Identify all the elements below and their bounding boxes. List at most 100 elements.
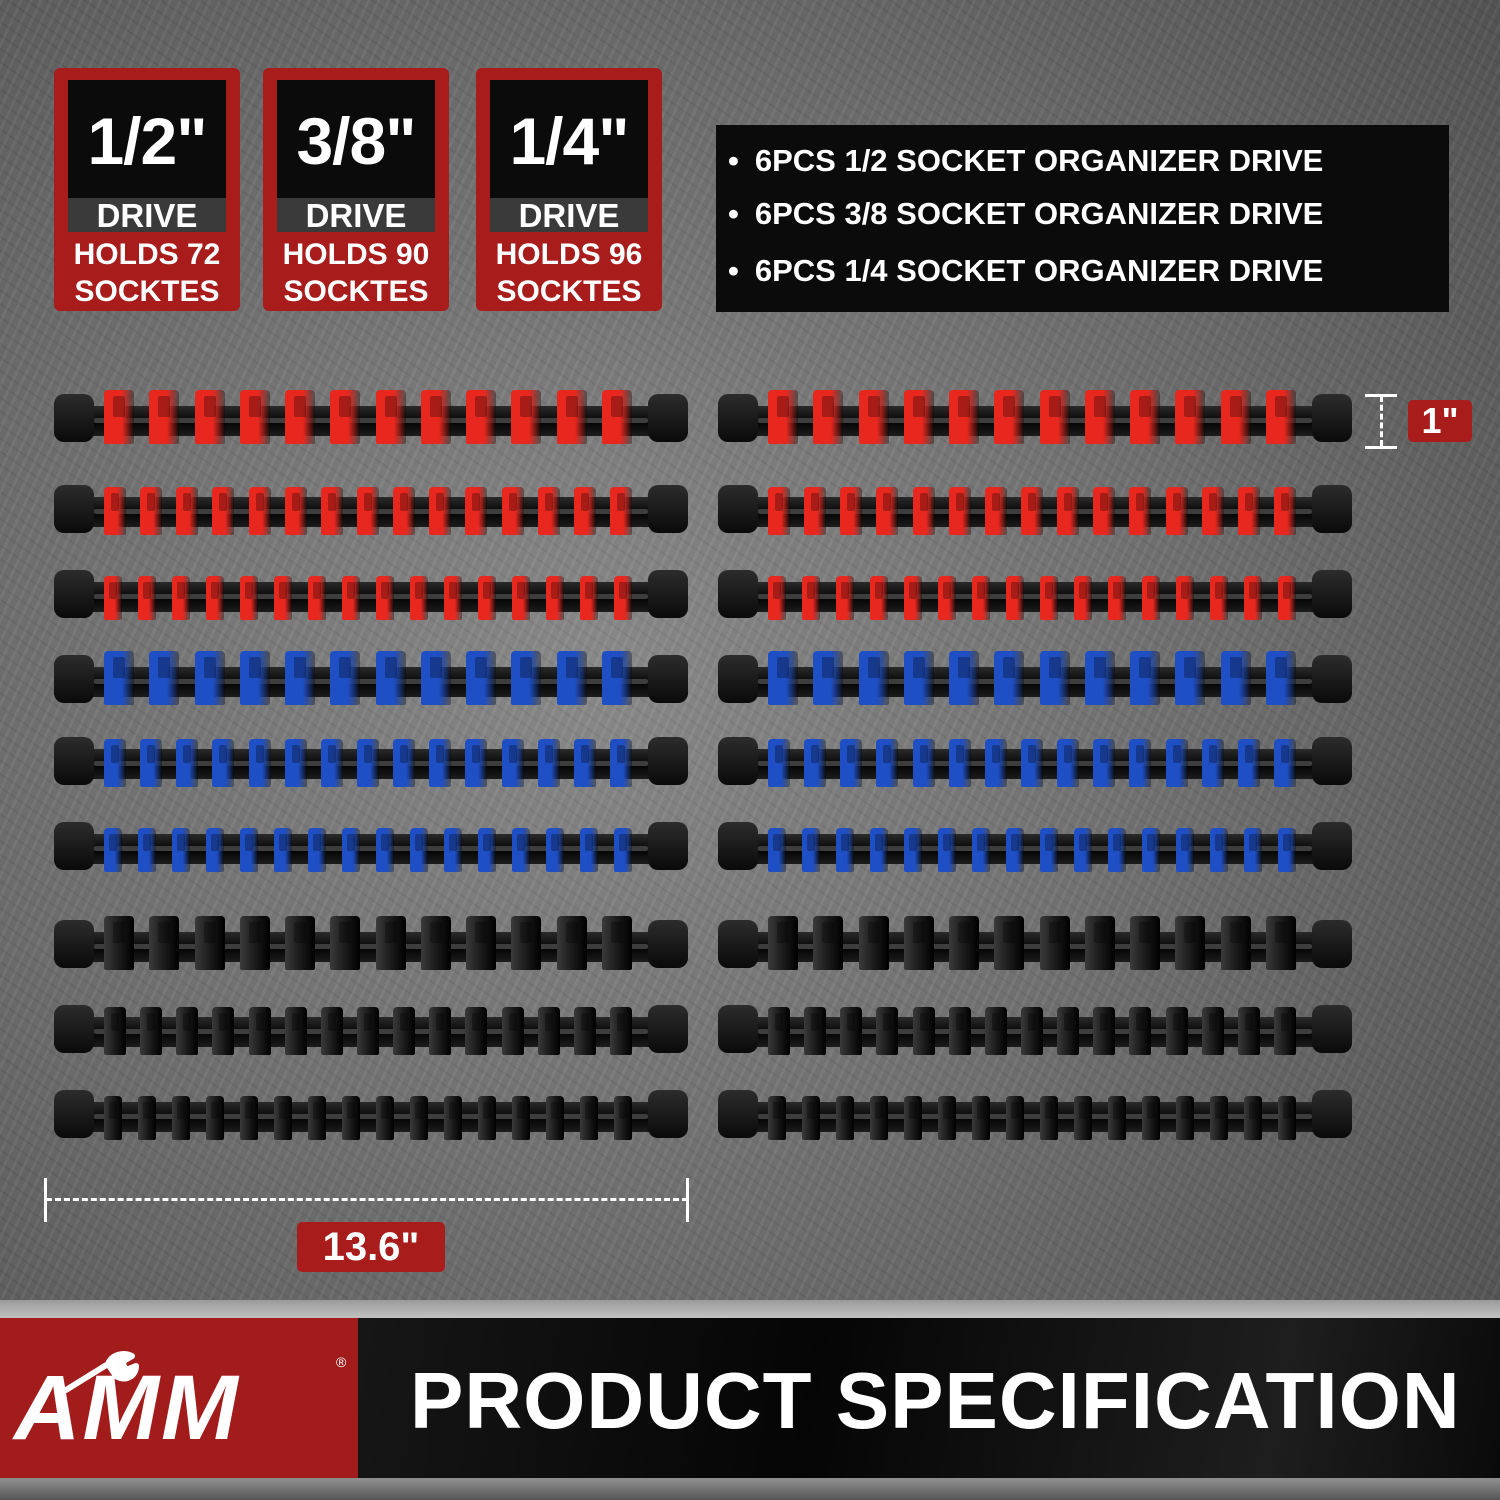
badge-drive-label: DRIVE [68,198,226,234]
badge-drive-label: DRIVE [277,198,435,234]
socket-clips [768,910,1296,970]
socket-clip [949,487,971,535]
socket-clip [904,651,934,705]
socket-clip [904,390,934,444]
socket-clip [172,1096,190,1140]
socket-clip [393,487,415,535]
socket-clip [393,739,415,787]
socket-clip [870,576,888,620]
socket-clip [172,828,190,872]
socket-clip [249,1007,271,1055]
socket-clip [1142,576,1160,620]
socket-clip [1266,390,1296,444]
socket-clips [768,560,1296,620]
socket-rail [718,727,1352,789]
socket-clip [904,828,922,872]
socket-clips [768,1080,1296,1140]
socket-clip [330,916,360,970]
socket-clip [876,739,898,787]
badge-size-box: 1/4" [490,80,648,198]
socket-clip [285,1007,307,1055]
socket-clip [610,739,632,787]
socket-clip [357,487,379,535]
socket-rail [54,475,688,537]
rail-slot [94,594,648,599]
socket-clip [813,390,843,444]
socket-clip [104,651,134,705]
socket-clip [913,487,935,535]
socket-clip [768,487,790,535]
socket-clip [1210,828,1228,872]
rail-end-cap-left [54,737,94,785]
rail-slot [758,679,1312,684]
socket-clip [138,828,156,872]
socket-clip [1093,1007,1115,1055]
rail-end-cap-right [1312,1005,1352,1053]
socket-clip [478,1096,496,1140]
socket-clip [321,487,343,535]
badge-holds-count: HOLDS 90 [282,238,430,271]
badge-holds: HOLDS 90 SOCKTES [263,236,449,310]
socket-clip [342,828,360,872]
socket-clip [285,916,315,970]
socket-clip [1166,739,1188,787]
socket-clip [1221,390,1251,444]
socket-clip [802,828,820,872]
socket-clip [195,916,225,970]
socket-clip [1266,651,1296,705]
socket-clip [1238,739,1260,787]
socket-clip [104,916,134,970]
socket-clip [904,1096,922,1140]
socket-clip [429,739,451,787]
socket-clip [240,390,270,444]
socket-clip [1085,916,1115,970]
socket-clip [104,828,122,872]
socket-clip [994,916,1024,970]
rail-end-cap-right [648,822,688,870]
socket-clip [813,651,843,705]
rail-end-cap-right [648,570,688,618]
rail-end-cap-left [54,394,94,442]
socket-clip [840,487,862,535]
socket-clip [538,487,560,535]
socket-clip [1021,1007,1043,1055]
socket-clip [1040,390,1070,444]
socket-clip [342,1096,360,1140]
socket-clips [768,384,1296,444]
rail-slot [94,1114,648,1119]
socket-clip [421,651,451,705]
socket-clips [104,645,632,705]
socket-clip [610,487,632,535]
socket-clip [859,916,889,970]
socket-clip [249,739,271,787]
socket-clip [949,739,971,787]
socket-clip [104,1007,126,1055]
socket-clip [1244,1096,1262,1140]
socket-clip [985,487,1007,535]
socket-clip [465,739,487,787]
socket-clip [538,739,560,787]
socket-clip [614,576,632,620]
socket-clip [376,576,394,620]
socket-clips [104,560,632,620]
socket-clip [138,1096,156,1140]
socket-clip [876,487,898,535]
socket-clip [1021,487,1043,535]
socket-clips [768,995,1296,1055]
socket-clip [240,828,258,872]
socket-clip [1040,576,1058,620]
socket-clip [1085,390,1115,444]
badge-holds: HOLDS 72 SOCKTES [54,236,240,310]
socket-clip [1040,916,1070,970]
badge-holds-unit: SOCKTES [283,275,429,308]
socket-rail [718,560,1352,622]
height-dimension-label: 1" [1408,400,1472,442]
socket-clip [308,828,326,872]
socket-clip [557,390,587,444]
socket-clip [466,651,496,705]
socket-clip [376,916,406,970]
length-dimension-tick-left [44,1178,47,1222]
socket-clip [421,916,451,970]
socket-clip [376,651,406,705]
socket-clip [859,390,889,444]
